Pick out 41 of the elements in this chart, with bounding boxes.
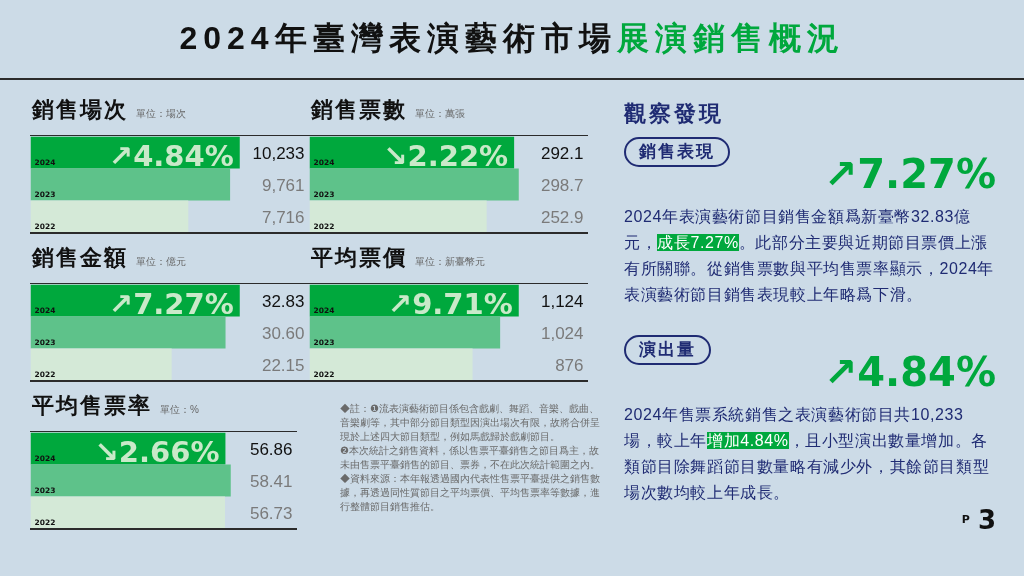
data-label: 30.60 [261,323,305,343]
data-label: 32.83 [261,291,305,311]
annotation: ↗4.84% [108,138,234,173]
data-label: 56.73 [249,503,293,523]
text: ❷本次統計之銷售資料，係以售票平臺銷售之節目爲主，故未由售票平臺銷售的節目、票券，不在此次統計範圍之內。◆資料來源：本年報透過國內代表性售票平臺提供之銷售數據，再透過同性質節目之平均票價、平均售票率等數據，進行整體節目銷售推估。 [340,444,601,514]
data-label: 252.9 [540,207,584,227]
data-label: 1,024 [540,323,584,343]
chart-title: 平均票價 [311,244,407,272]
chart-title: 銷售票數 [311,96,407,124]
chart-title: 銷售金額 [32,244,128,272]
data-label: 22.15 [261,355,305,375]
text: 演出量 [624,335,711,365]
chart-subtitle: 單位：萬張 [415,107,465,121]
data-label: 10,233 [252,143,305,163]
text: 展演銷售概況 [616,19,845,59]
data-label: 292.1 [540,143,584,163]
text: ◆註：❶流表演藝術節目係包含戲劇、舞蹈、音樂、戲曲、音樂劇等，其中部分節目類型因演出場次有限，故將合併呈現於上述四大節目類型，例如馬戲歸於戲劇節目。 [340,402,601,444]
chart-subtitle: 單位：億元 [136,255,186,269]
chart-subtitle: 單位：% [160,403,199,417]
data-label: 56.86 [249,439,293,459]
text: 觀察發現 [624,100,725,128]
text: 銷售表現 [624,137,730,167]
annotation: ↗9.71% [387,286,513,321]
text: 成長7.27% [657,234,739,251]
chart-subtitle: 單位：新臺幣元 [415,255,485,269]
annotation: ↗7.27% [108,286,234,321]
annotation: ↘2.66% [94,434,220,469]
data-label: 876 [555,355,584,375]
data-label: 298.7 [540,175,584,195]
chart-title: 平均售票率 [32,392,152,420]
chart-subtitle: 單位：場次 [136,107,186,121]
data-label: 7,716 [261,207,305,227]
text: 增加4.84% [707,432,789,449]
text: ↗4.84% [823,349,996,395]
data-label: 9,761 [261,175,305,195]
data-label: 1,124 [540,291,584,311]
chart-title: 銷售場次 [32,96,128,124]
text: ↗7.27% [823,151,996,197]
annotation: ↘2.22% [383,138,509,173]
data-label: 58.41 [249,471,293,491]
text: 2024年臺灣表演藝術市場 [179,19,617,59]
